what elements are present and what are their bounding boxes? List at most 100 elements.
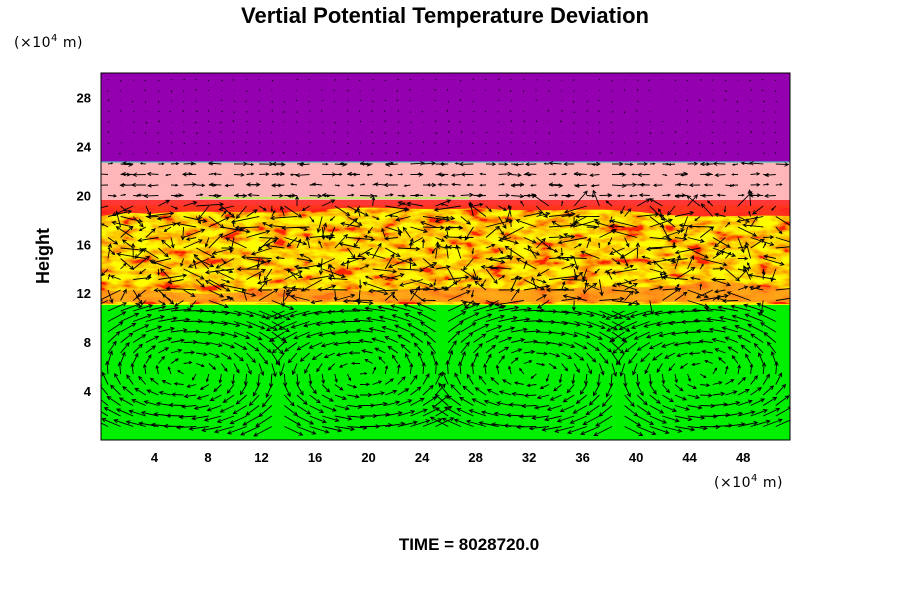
velocity-arrow <box>582 268 588 281</box>
velocity-arrow <box>258 120 261 123</box>
x-axis-ticks: 4 8 12 16 20 24 28 32 36 40 44 48 <box>151 450 751 465</box>
velocity-arrow <box>676 182 688 187</box>
velocity-arrow <box>485 132 488 134</box>
velocity-arrow <box>750 398 766 406</box>
velocity-arrow <box>397 194 406 198</box>
velocity-arrow <box>410 333 424 343</box>
velocity-arrow <box>460 268 476 280</box>
velocity-arrow <box>265 321 285 331</box>
velocity-arrow <box>446 89 449 91</box>
velocity-arrow <box>309 405 325 413</box>
velocity-arrow <box>323 352 335 359</box>
velocity-arrow <box>483 363 488 375</box>
velocity-arrow <box>317 287 348 292</box>
velocity-arrow <box>156 152 159 154</box>
velocity-arrow <box>453 418 474 427</box>
velocity-arrow <box>586 132 589 134</box>
velocity-arrow <box>158 162 165 166</box>
velocity-arrow <box>761 121 764 124</box>
velocity-arrow <box>648 373 653 386</box>
velocity-arrow <box>586 194 596 198</box>
velocity-arrow <box>545 373 550 383</box>
velocity-arrow <box>155 364 159 375</box>
velocity-arrow <box>244 151 247 154</box>
velocity-arrow <box>111 220 134 228</box>
velocity-arrow <box>158 222 178 228</box>
velocity-arrow <box>265 310 285 320</box>
velocity-arrow <box>448 275 470 280</box>
velocity-arrow <box>421 111 424 113</box>
velocity-arrow <box>712 111 714 113</box>
velocity-arrow <box>408 257 413 270</box>
velocity-arrow <box>604 268 613 273</box>
velocity-arrow <box>397 267 425 273</box>
velocity-arrow <box>246 331 263 341</box>
velocity-arrow <box>714 173 726 178</box>
velocity-arrow <box>674 100 676 102</box>
velocity-arrow <box>406 201 424 207</box>
velocity-arrow <box>750 215 758 228</box>
velocity-arrow <box>384 99 387 102</box>
velocity-arrow <box>158 316 178 322</box>
velocity-arrow <box>268 223 285 228</box>
y-tick-label: 28 <box>77 90 91 105</box>
velocity-arrow <box>246 163 255 166</box>
velocity-arrow <box>712 412 731 418</box>
velocity-arrow <box>585 405 600 416</box>
velocity-arrow <box>521 403 537 409</box>
velocity-arrow <box>233 331 251 339</box>
velocity-arrow <box>359 183 366 186</box>
velocity-arrow <box>523 279 546 291</box>
velocity-arrow <box>641 255 650 259</box>
velocity-arrow <box>619 363 626 377</box>
velocity-arrow <box>356 207 361 217</box>
velocity-arrow <box>624 415 642 427</box>
velocity-arrow <box>674 247 701 255</box>
velocity-arrow <box>535 89 537 91</box>
velocity-arrow <box>347 217 359 228</box>
velocity-arrow <box>232 141 235 144</box>
velocity-arrow <box>423 331 436 343</box>
velocity-arrow <box>710 277 726 282</box>
velocity-arrow <box>226 384 235 395</box>
velocity-arrow <box>737 399 753 406</box>
velocity-arrow <box>750 374 759 385</box>
velocity-arrow <box>421 238 426 249</box>
velocity-arrow <box>308 342 323 349</box>
velocity-arrow <box>548 161 562 166</box>
velocity-arrow <box>460 350 466 364</box>
time-label: TIME = 8028720.0 <box>399 535 539 554</box>
velocity-arrow <box>510 288 520 301</box>
velocity-arrow <box>196 202 225 207</box>
velocity-arrow <box>444 226 449 238</box>
velocity-arrow <box>363 234 373 239</box>
velocity-arrow <box>410 142 412 145</box>
velocity-arrow <box>674 291 688 301</box>
velocity-arrow <box>258 288 279 301</box>
velocity-arrow <box>711 142 714 145</box>
velocity-arrow <box>484 78 487 81</box>
velocity-arrow <box>246 90 248 92</box>
velocity-arrow <box>246 172 255 176</box>
velocity-arrow <box>409 88 411 91</box>
velocity-arrow <box>691 307 713 313</box>
velocity-arrow <box>523 237 537 244</box>
velocity-arrow <box>557 237 587 245</box>
velocity-arrow <box>359 264 370 270</box>
velocity-arrow <box>167 279 184 285</box>
velocity-arrow <box>601 394 613 408</box>
velocity-arrow <box>687 415 706 420</box>
velocity-arrow <box>208 216 230 228</box>
velocity-arrow <box>457 361 463 375</box>
velocity-arrow <box>170 317 191 323</box>
velocity-arrow <box>737 364 741 375</box>
velocity-arrow <box>252 384 260 397</box>
velocity-arrow <box>680 216 689 233</box>
velocity-arrow <box>509 90 512 93</box>
velocity-arrow <box>595 221 613 228</box>
velocity-arrow <box>536 205 548 219</box>
velocity-arrow <box>145 305 167 312</box>
velocity-arrow <box>548 132 551 135</box>
velocity-arrow <box>510 357 519 364</box>
velocity-arrow <box>737 121 740 124</box>
